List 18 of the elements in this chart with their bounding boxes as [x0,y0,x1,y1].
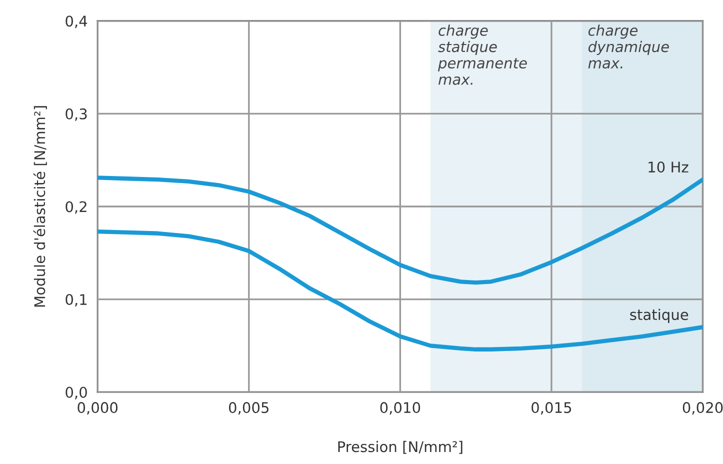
y-axis-title: Module d'élasticité [N/mm²] [33,106,47,307]
y-tick-label: 0,4 [66,16,88,28]
x-tick-label: 0,005 [228,402,268,415]
x-tick-label: 0,015 [532,402,572,415]
x-axis-title: Pression [N/mm²] [338,440,462,454]
x-tick-label: 0,010 [380,402,420,415]
y-tick-label: 0,3 [66,108,87,121]
line-series [98,176,703,285]
y-tick-label: 0,2 [66,201,86,214]
y-tick-label: 0,0 [66,386,87,400]
series-label: 10 Hz [648,162,688,173]
x-tick-label: 0,020 [682,402,723,415]
line-series [98,229,703,352]
y-tick-label: 0,1 [66,294,87,307]
band-label: charge statique permanente max. [438,24,527,85]
x-tick-label: 0,000 [78,402,118,415]
band-label: charge dynamique max. [588,24,669,69]
series-label: statique [630,308,688,323]
